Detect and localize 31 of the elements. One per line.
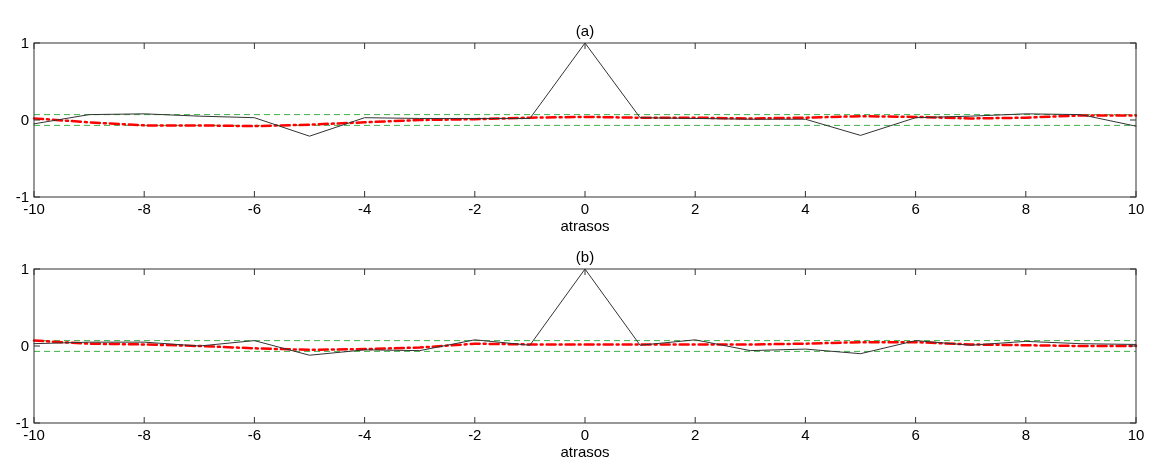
x-tick-label: -8 [137, 426, 151, 443]
x-tick-label: 6 [911, 426, 920, 443]
x-tick-label: -4 [357, 200, 372, 217]
x-tick-label: 2 [691, 200, 700, 217]
x-tick-label: -2 [468, 426, 482, 443]
x-tick-label: 4 [801, 200, 810, 217]
chart-title: (b) [575, 248, 595, 265]
y-tick-label: -1 [15, 188, 29, 206]
chart-title: (a) [575, 22, 595, 39]
x-tick-label: 0 [580, 426, 590, 443]
x-tick-label: 6 [911, 200, 920, 217]
x-axis-title: atrasos [560, 217, 610, 234]
x-axis-title: atrasos [560, 443, 610, 460]
y-tick-label: 0 [20, 111, 29, 129]
x-tick-label: 0 [580, 200, 590, 217]
x-tick-label: 2 [691, 426, 700, 443]
x-tick-label: 8 [1021, 426, 1030, 443]
x-tick-label: 10 [1127, 426, 1145, 443]
y-tick-label: 1 [20, 260, 29, 278]
x-tick-label: 4 [801, 426, 810, 443]
y-tick-label: 0 [20, 337, 29, 355]
x-tick-label: 8 [1021, 200, 1030, 217]
x-tick-label: -4 [357, 426, 372, 443]
x-tick-label: -6 [247, 200, 262, 217]
line-series [32, 114, 1138, 128]
y-tick-label: -1 [15, 414, 29, 432]
x-tick-label: 10 [1127, 200, 1145, 217]
x-tick-label: -2 [468, 200, 482, 217]
y-tick-label: 1 [20, 34, 29, 52]
x-tick-label: -6 [247, 426, 262, 443]
x-tick-label: -8 [137, 200, 151, 217]
